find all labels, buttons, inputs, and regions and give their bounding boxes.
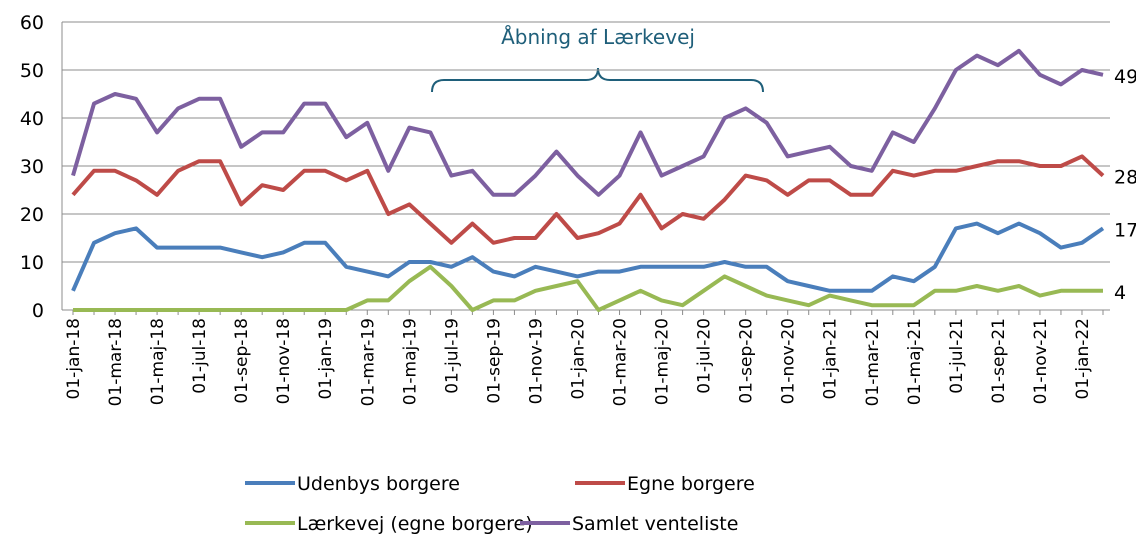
x-tick-label: 01-sep-18 [232, 318, 252, 404]
x-tick-label: 01-jan-22 [1073, 318, 1093, 399]
x-tick-label: 01-sep-19 [484, 318, 504, 404]
series-line [73, 264, 1103, 312]
y-tick-label: 20 [20, 204, 44, 226]
x-tick-label: 01-nov-19 [526, 318, 546, 404]
x-tick-label: 01-maj-19 [400, 318, 420, 405]
end-label: 17 [1114, 219, 1136, 241]
x-tick-label: 01-mar-20 [611, 318, 631, 406]
x-tick-label: 01-jul-21 [947, 318, 967, 394]
y-tick-label: 10 [20, 252, 44, 274]
y-tick-label: 50 [20, 60, 44, 82]
y-tick-label: 30 [20, 156, 44, 178]
y-tick-label: 0 [32, 300, 44, 322]
x-tick-label: 01-jul-19 [442, 318, 462, 394]
legend-label: Egne borgere [627, 473, 755, 495]
x-tick-label: 01-jan-20 [568, 318, 588, 399]
x-tick-label: 01-nov-20 [779, 318, 799, 404]
annotation: Åbning af Lærkevej [501, 25, 695, 49]
x-tick-label: 01-jan-19 [316, 318, 336, 399]
legend-label: Lærkevej (egne borgere) [297, 513, 533, 535]
x-tick-label: 01-nov-18 [274, 318, 294, 404]
legend-label: Samlet venteliste [572, 513, 738, 535]
series-line [71, 154, 1105, 245]
legend-label: Udenbys borgere [297, 473, 460, 495]
x-tick-label: 01-mar-18 [106, 318, 126, 406]
x-tick-label: 01-maj-18 [148, 318, 168, 405]
x-tick-label: 01-sep-20 [737, 318, 757, 404]
series-line [71, 221, 1105, 293]
end-label: 28 [1114, 167, 1136, 189]
x-tick-label: 01-jan-21 [821, 318, 841, 399]
x-tick-label: 01-maj-20 [653, 318, 673, 405]
x-tick-label: 01-sep-21 [989, 318, 1009, 404]
annotation-brace [431, 67, 764, 93]
x-tick-label: 01-jul-18 [190, 318, 210, 394]
y-tick-label: 60 [20, 12, 44, 34]
x-tick-label: 01-mar-21 [863, 318, 883, 406]
x-tick-label: 01-jul-20 [695, 318, 715, 394]
x-tick-label: 01-maj-21 [905, 318, 925, 405]
y-tick-label: 40 [20, 108, 44, 130]
x-tick-label: 01-jan-18 [64, 318, 84, 399]
end-label: 4 [1114, 282, 1126, 304]
x-tick-label: 01-mar-19 [358, 318, 378, 406]
x-tick-label: 01-nov-21 [1031, 318, 1051, 404]
series-line [71, 48, 1104, 197]
end-label: 49 [1114, 66, 1136, 88]
